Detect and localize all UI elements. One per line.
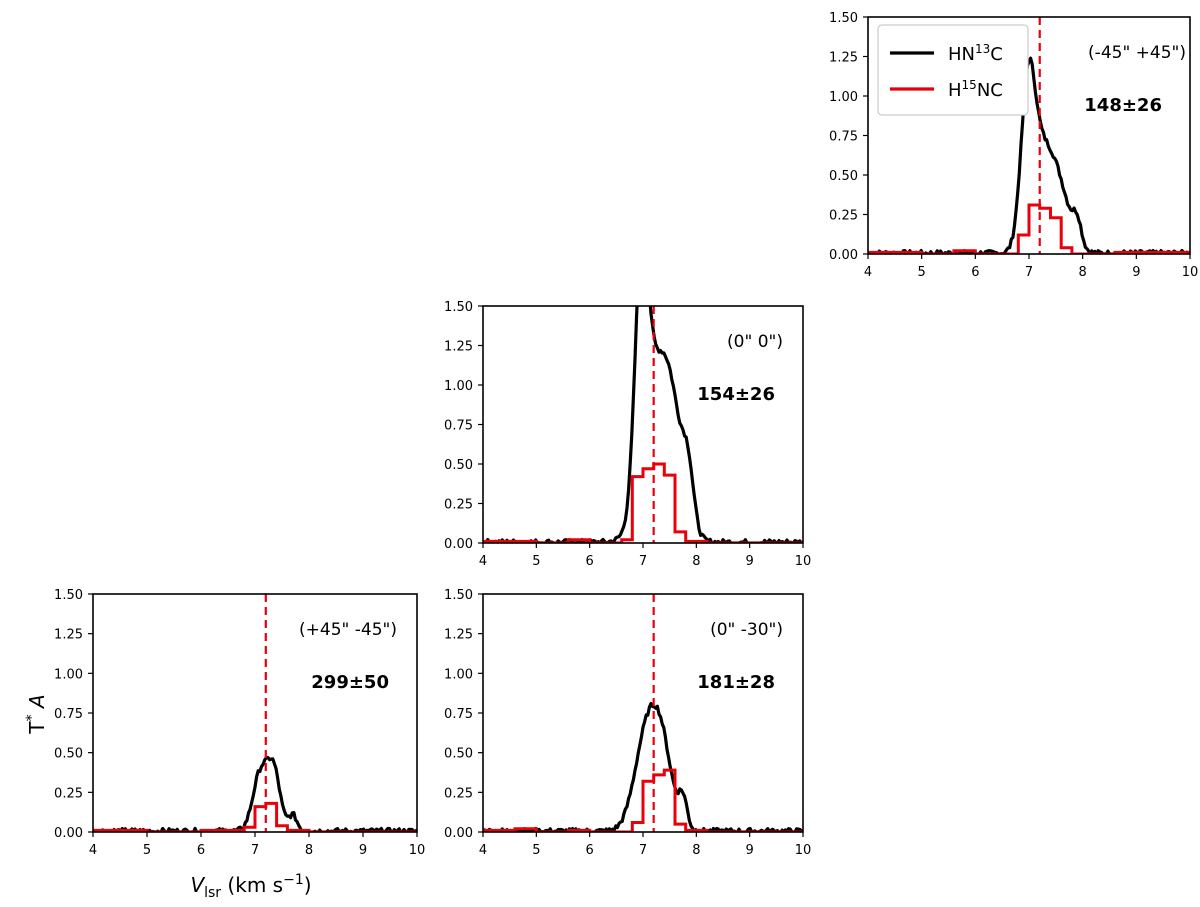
x-tick-label: 8 xyxy=(692,843,700,858)
x-tick-label: 10 xyxy=(795,843,812,858)
panel-frame xyxy=(867,16,1191,255)
x-tick-label: 10 xyxy=(409,843,426,858)
x-tick-label: 4 xyxy=(479,843,487,858)
offset-label: (0" -30") xyxy=(710,620,783,640)
panel-frame xyxy=(92,593,418,833)
y-tick-label: 1.00 xyxy=(444,667,473,682)
y-tick-label: 0.50 xyxy=(444,747,473,762)
x-tick-label: 9 xyxy=(359,843,367,858)
y-tick-label: 1.50 xyxy=(54,588,83,603)
y-tick-label: 1.00 xyxy=(829,90,858,105)
y-tick-label: 0.00 xyxy=(444,537,473,552)
y-tick-label: 1.25 xyxy=(444,628,473,643)
y-tick-label: 0.25 xyxy=(829,209,858,224)
panel-middle: 4 5 6 7 8 9 10 0.00 0.25 0.50 0.75 1.00 1.25 1.50 (0" … xyxy=(444,300,812,569)
x-tick-label: 7 xyxy=(639,554,647,569)
x-tick-label: 6 xyxy=(971,265,979,280)
isotopic-ratio-label: 154±26 xyxy=(697,384,775,405)
x-tick-label: 8 xyxy=(692,554,700,569)
x-tick-label: 8 xyxy=(305,843,313,858)
x-tick-label: 4 xyxy=(479,554,487,569)
panel-bottom-left: 4 5 6 7 8 9 10 0.00 0.25 0.50 0.75 1.00 1.25 1.50 (+45… xyxy=(54,588,425,858)
y-tick-label: 0.75 xyxy=(444,707,473,722)
offset-label: (-45" +45") xyxy=(1088,43,1186,63)
y-tick-label: 0.25 xyxy=(444,786,473,801)
x-tick-label: 5 xyxy=(532,554,540,569)
y-tick-label: 1.25 xyxy=(54,628,83,643)
x-tick-label: 6 xyxy=(197,843,205,858)
legend-box xyxy=(877,24,1029,116)
h15nc-series-line xyxy=(93,801,417,832)
x-tick-label: 10 xyxy=(795,554,812,569)
x-tick-label: 9 xyxy=(746,843,754,858)
h15nc-series-line xyxy=(868,203,1190,254)
y-tick-label: 1.50 xyxy=(444,588,473,603)
x-tick-label: 5 xyxy=(143,843,151,858)
y-tick-label: 1.25 xyxy=(829,51,858,66)
y-tick-label: 0.25 xyxy=(54,786,83,801)
y-tick-label: 0.50 xyxy=(829,169,858,184)
x-tick-label: 4 xyxy=(864,265,872,280)
x-tick-label: 7 xyxy=(1025,265,1033,280)
y-tick-label: 0.00 xyxy=(444,826,473,841)
x-tick-label: 5 xyxy=(918,265,926,280)
y-tick-label: 0.50 xyxy=(444,458,473,473)
panel-bottom-middle: 4 5 6 7 8 9 10 0.00 0.25 0.50 0.75 1.00 1.25 1.50 (0" … xyxy=(444,588,811,858)
y-tick-label: 1.50 xyxy=(444,300,473,315)
x-tick-label: 6 xyxy=(586,554,594,569)
y-tick-label: 0.00 xyxy=(829,248,858,263)
y-tick-label: 1.50 xyxy=(829,11,858,26)
x-tick-label: 7 xyxy=(639,843,647,858)
panel-top-right: 4 5 6 7 8 9 10 0.00 0.25 0.50 0.75 1.00 1.25 1.50 (-45… xyxy=(829,11,1198,280)
legend-entry-label: H15NC xyxy=(948,78,1003,101)
x-tick-label: 9 xyxy=(746,554,754,569)
panel-frame xyxy=(482,305,804,544)
isotopic-ratio-label: 181±28 xyxy=(697,672,775,693)
offset-label: (+45" -45") xyxy=(299,620,397,640)
y-tick-label: 1.00 xyxy=(444,379,473,394)
isotopic-ratio-label: 148±26 xyxy=(1084,95,1162,116)
x-tick-label: 7 xyxy=(251,843,259,858)
y-tick-label: 0.25 xyxy=(444,498,473,513)
y-tick-label: 1.00 xyxy=(54,667,83,682)
x-tick-label: 4 xyxy=(89,843,97,858)
offset-label: (0" 0") xyxy=(727,332,783,352)
x-tick-label: 9 xyxy=(1132,265,1140,280)
y-tick-label: 1.25 xyxy=(444,340,473,355)
isotopic-ratio-label: 299±50 xyxy=(311,672,389,693)
y-tick-label: 0.50 xyxy=(54,747,83,762)
legend: HN13C H15NC xyxy=(877,24,1029,116)
x-tick-label: 6 xyxy=(586,843,594,858)
x-tick-label: 8 xyxy=(1079,265,1087,280)
y-tick-label: 0.75 xyxy=(829,130,858,145)
y-axis-label: T* A xyxy=(24,694,49,734)
y-tick-label: 0.00 xyxy=(54,826,83,841)
h15nc-series-line xyxy=(483,462,803,543)
legend-entry-label: HN13C xyxy=(948,42,1003,65)
panel-frame xyxy=(482,593,804,833)
h15nc-series-line xyxy=(483,768,803,832)
x-tick-label: 5 xyxy=(532,843,540,858)
x-axis-label: Vlsr (km s−1) xyxy=(190,872,311,901)
y-tick-label: 0.75 xyxy=(444,419,473,434)
x-tick-label: 10 xyxy=(1182,265,1199,280)
y-tick-label: 0.75 xyxy=(54,707,83,722)
